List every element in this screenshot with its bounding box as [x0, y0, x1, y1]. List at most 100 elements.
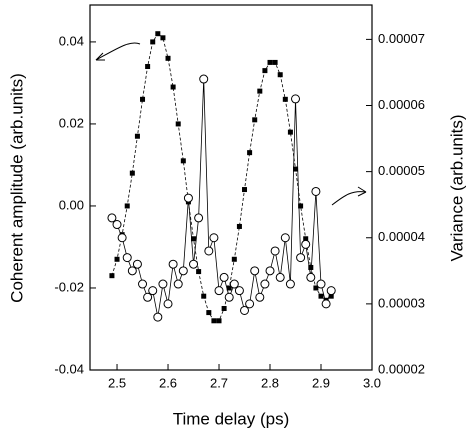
y2-tick-label: 0.00003 [378, 295, 425, 310]
circle-marker [178, 266, 188, 276]
square-marker [140, 96, 146, 102]
circle-marker [291, 94, 301, 104]
square-marker [216, 318, 222, 324]
circle-marker [219, 272, 229, 282]
x-tick-label: 2.7 [210, 375, 228, 390]
circle-marker [234, 286, 244, 296]
square-marker [175, 121, 181, 127]
circle-marker [255, 292, 265, 302]
x-tick-label: 2.6 [159, 375, 177, 390]
square-marker [252, 117, 258, 123]
circle-marker [296, 253, 306, 263]
circle-marker [107, 213, 117, 223]
circle-marker [326, 286, 336, 296]
circle-marker [224, 292, 234, 302]
square-marker [257, 88, 263, 94]
y2-tick-label: 0.00006 [378, 97, 425, 112]
circle-marker [311, 186, 321, 196]
y-axis-label: Coherent amplitude (arb.units) [7, 73, 26, 303]
arrow-right [331, 191, 367, 206]
square-marker [226, 285, 232, 291]
circle-marker [280, 233, 290, 243]
circle-marker [158, 279, 168, 289]
square-marker [134, 133, 140, 139]
circle-marker [189, 259, 199, 269]
square-marker [328, 293, 334, 299]
arrowhead-right [357, 186, 367, 197]
square-marker [114, 256, 120, 262]
circle-marker [240, 305, 250, 315]
square-marker [242, 187, 248, 193]
circle-marker [214, 286, 224, 296]
square-marker [206, 310, 212, 316]
circle-marker [270, 246, 280, 256]
square-marker [262, 68, 268, 74]
arrow-left [95, 42, 141, 61]
square-marker [150, 39, 156, 45]
circle-marker [285, 279, 295, 289]
circle-marker [117, 233, 127, 243]
square-marker [165, 55, 171, 61]
circle-marker [321, 299, 331, 309]
square-marker [201, 293, 207, 299]
x-tick-label: 3.0 [363, 375, 381, 390]
circle-marker [199, 74, 209, 84]
y2-axis-label: Variance (arb.units) [447, 114, 466, 261]
circle-marker [316, 279, 326, 289]
circle-marker [275, 272, 285, 282]
square-marker [109, 273, 115, 279]
circle-marker [143, 292, 153, 302]
square-marker [170, 84, 176, 90]
circle-marker [122, 253, 132, 263]
square-marker [308, 264, 314, 270]
circle-marker [163, 299, 173, 309]
x-axis-label: Time delay (ps) [173, 409, 290, 428]
plot-frame [89, 4, 373, 371]
square-marker [267, 59, 273, 65]
square-marker [303, 236, 309, 242]
square-marker [293, 166, 299, 172]
y-tick-label: 0.02 [59, 115, 84, 130]
circle-marker [173, 279, 183, 289]
series-line [111, 33, 332, 322]
circle-marker [132, 259, 142, 269]
x-tick-label: 2.9 [312, 375, 330, 390]
y-tick-label: 0.00 [59, 197, 84, 212]
y2-tick-label: 0.00005 [378, 163, 425, 178]
square-marker [287, 129, 293, 135]
circle-marker [209, 233, 219, 243]
square-marker [129, 170, 135, 176]
square-marker [160, 35, 166, 41]
circle-marker [168, 259, 178, 269]
y2-tick-label: 0.00007 [378, 31, 425, 46]
y-tick-label: -0.02 [54, 279, 84, 294]
y-tick-label: -0.04 [54, 361, 84, 376]
square-marker [282, 96, 288, 102]
circle-marker [148, 286, 158, 296]
circle-marker [306, 272, 316, 282]
square-marker [298, 203, 304, 209]
circle-marker [112, 220, 122, 230]
circle-marker [194, 213, 204, 223]
circle-marker [183, 193, 193, 203]
circle-marker [153, 312, 163, 322]
circle-marker [229, 279, 239, 289]
square-marker [180, 158, 186, 164]
square-marker [277, 72, 283, 78]
square-marker [318, 293, 324, 299]
square-marker [145, 64, 151, 70]
circle-marker [127, 266, 137, 276]
x-tick-label: 2.8 [261, 375, 279, 390]
square-marker [191, 236, 197, 242]
square-marker [211, 318, 217, 324]
square-marker [272, 59, 278, 65]
square-marker [236, 223, 242, 229]
y-tick-label: 0.04 [59, 33, 84, 48]
square-marker [313, 285, 319, 291]
square-marker [247, 150, 253, 156]
square-marker [155, 31, 161, 37]
y2-tick-label: 0.00002 [378, 361, 425, 376]
circle-marker [265, 266, 275, 276]
arrowhead-left [95, 52, 105, 61]
